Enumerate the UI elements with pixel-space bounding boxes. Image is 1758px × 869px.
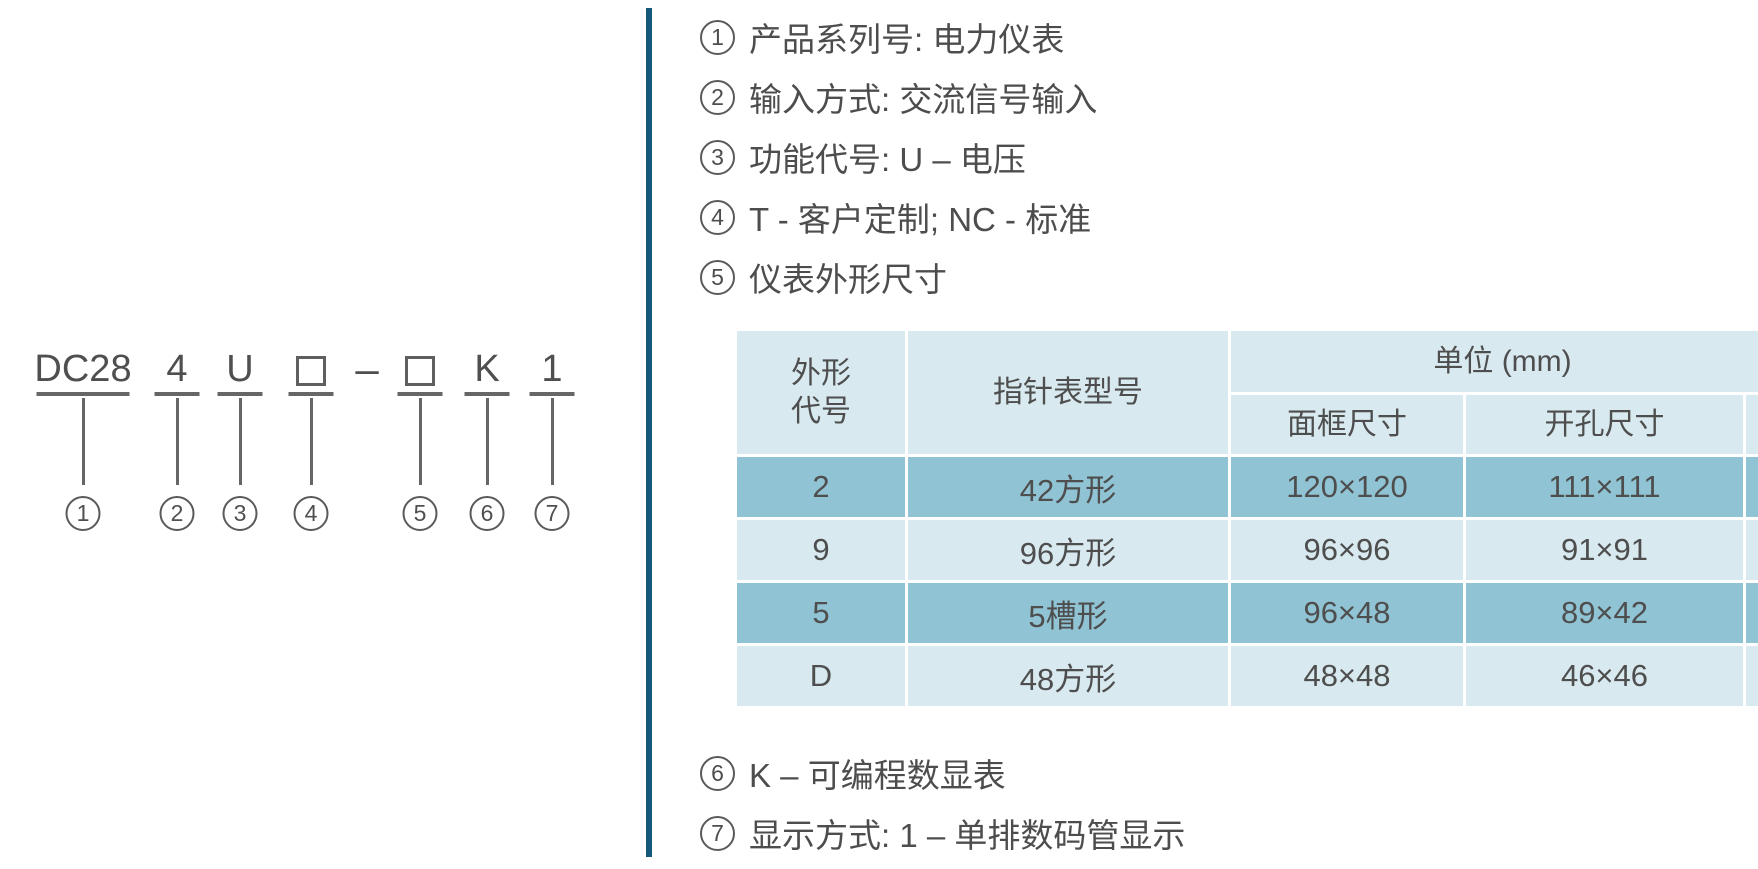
row-4-code: D <box>734 643 908 709</box>
legend-item-6-number: 6 <box>700 755 735 791</box>
header-clipped-cell <box>1742 392 1758 457</box>
legend-item-3-text: 功能代号: U – 电压 <box>749 141 1026 178</box>
code-part-4-leader-line <box>309 398 313 485</box>
code-part-7-leader-line <box>550 398 554 485</box>
legend-item-4-text: T - 客户定制; NC - 标准 <box>749 201 1092 238</box>
row-1-cutout: 111×111 <box>1463 454 1746 520</box>
header-cutout-size: 开孔尺寸 <box>1463 392 1746 457</box>
code-part-6-underline <box>464 392 510 396</box>
row-1-model: 42方形 <box>905 454 1231 520</box>
legend-item-5: 5 仪表外形尺寸 <box>700 253 947 301</box>
row-3-model: 5槽形 <box>905 580 1231 646</box>
legend-item-4: 4 T - 客户定制; NC - 标准 <box>700 193 1091 241</box>
legend-item-1: 1 产品系列号: 电力仪表 <box>700 13 1064 61</box>
code-separator-dash: – <box>355 345 379 392</box>
code-part-5-underline <box>397 392 443 396</box>
row-1-frame: 120×120 <box>1228 454 1466 520</box>
legend-item-5-number: 5 <box>700 259 735 295</box>
code-part-2-underline <box>154 392 200 396</box>
legend-item-6: 6 K – 可编程数显表 <box>700 749 1006 797</box>
row-2-code: 9 <box>734 517 908 583</box>
header-shape-code-line2: 代号 <box>791 394 851 428</box>
code-part-1-underline <box>36 392 130 396</box>
code-part-4-number: 4 <box>293 496 329 531</box>
legend-item-1-text: 产品系列号: 电力仪表 <box>749 21 1065 58</box>
row-4-clipped-cell <box>1742 643 1758 709</box>
code-part-1-leader-line <box>81 398 85 485</box>
legend-item-7-text: 显示方式: 1 – 单排数码管显示 <box>749 817 1186 854</box>
row-4-frame: 48×48 <box>1228 643 1466 709</box>
header-shape-code: 外形 代号 <box>734 328 908 457</box>
row-3-frame: 96×48 <box>1228 580 1466 646</box>
header-pointer-model: 指针表型号 <box>905 328 1231 457</box>
row-1-code: 2 <box>734 454 908 520</box>
legend-item-5-text: 仪表外形尺寸 <box>749 261 947 298</box>
row-3-code: 5 <box>734 580 908 646</box>
table-row-2: 9 96方形 96×96 91×91 <box>734 517 1758 583</box>
model-code-diagram: DC28 1 4 2 U 3 4 – 5 K 6 1 7 <box>0 0 640 869</box>
code-part-2-label: 4 <box>166 348 188 390</box>
vertical-divider <box>646 8 652 857</box>
code-part-3-label: U <box>226 348 254 390</box>
legend-item-2-text: 输入方式: 交流信号输入 <box>749 81 1098 118</box>
code-part-1-label: DC28 <box>34 348 132 390</box>
code-part-6-label: K <box>474 348 500 390</box>
header-unit-group: 单位 (mm) <box>1227 328 1758 395</box>
code-part-3-underline <box>217 392 263 396</box>
row-1-clipped-cell <box>1742 454 1758 520</box>
code-part-6-leader-line <box>485 398 489 485</box>
code-part-7-label: 1 <box>541 348 563 390</box>
table-row-1: 2 42方形 120×120 111×111 <box>734 454 1758 520</box>
legend-item-7-number: 7 <box>700 815 735 851</box>
code-part-3-leader-line <box>238 398 242 485</box>
row-2-cutout: 91×91 <box>1463 517 1746 583</box>
legend-item-2: 2 输入方式: 交流信号输入 <box>700 73 1097 121</box>
row-3-cutout: 89×42 <box>1463 580 1746 646</box>
header-frame-size: 面框尺寸 <box>1228 392 1466 457</box>
table-row-4: D 48方形 48×48 46×46 <box>734 643 1758 709</box>
code-part-5-number: 5 <box>402 496 438 531</box>
code-part-2-leader-line <box>175 398 179 485</box>
legend-item-3-number: 3 <box>700 139 735 175</box>
dimension-table-wrap: 外形 代号 指针表型号 单位 (mm) 面框尺寸 开孔尺寸 2 42方形 120… <box>734 328 1758 720</box>
dimension-table: 外形 代号 指针表型号 单位 (mm) 面框尺寸 开孔尺寸 2 42方形 120… <box>734 328 1758 709</box>
code-part-4-underline <box>288 392 334 396</box>
legend-item-1-number: 1 <box>700 19 735 55</box>
row-4-cutout: 46×46 <box>1463 643 1746 709</box>
legend-item-4-number: 4 <box>700 199 735 235</box>
legend-item-3: 3 功能代号: U – 电压 <box>700 133 1026 181</box>
legend-item-7: 7 显示方式: 1 – 单排数码管显示 <box>700 809 1185 857</box>
code-part-5-placeholder-box <box>405 356 435 386</box>
code-part-6-number: 6 <box>469 496 505 531</box>
row-3-clipped-cell <box>1742 580 1758 646</box>
row-2-model: 96方形 <box>905 517 1231 583</box>
row-2-frame: 96×96 <box>1228 517 1466 583</box>
code-part-7-underline <box>529 392 575 396</box>
code-part-5-leader-line <box>418 398 422 485</box>
code-part-1-number: 1 <box>65 496 101 531</box>
row-2-clipped-cell <box>1742 517 1758 583</box>
code-part-7-number: 7 <box>534 496 570 531</box>
legend-item-6-text: K – 可编程数显表 <box>749 757 1006 794</box>
code-part-2-number: 2 <box>159 496 195 531</box>
code-part-3-number: 3 <box>222 496 258 531</box>
code-part-4-placeholder-box <box>296 356 326 386</box>
row-4-model: 48方形 <box>905 643 1231 709</box>
header-shape-code-line1: 外形 <box>791 356 851 390</box>
table-row-3: 5 5槽形 96×48 89×42 <box>734 580 1758 646</box>
legend-item-2-number: 2 <box>700 79 735 115</box>
